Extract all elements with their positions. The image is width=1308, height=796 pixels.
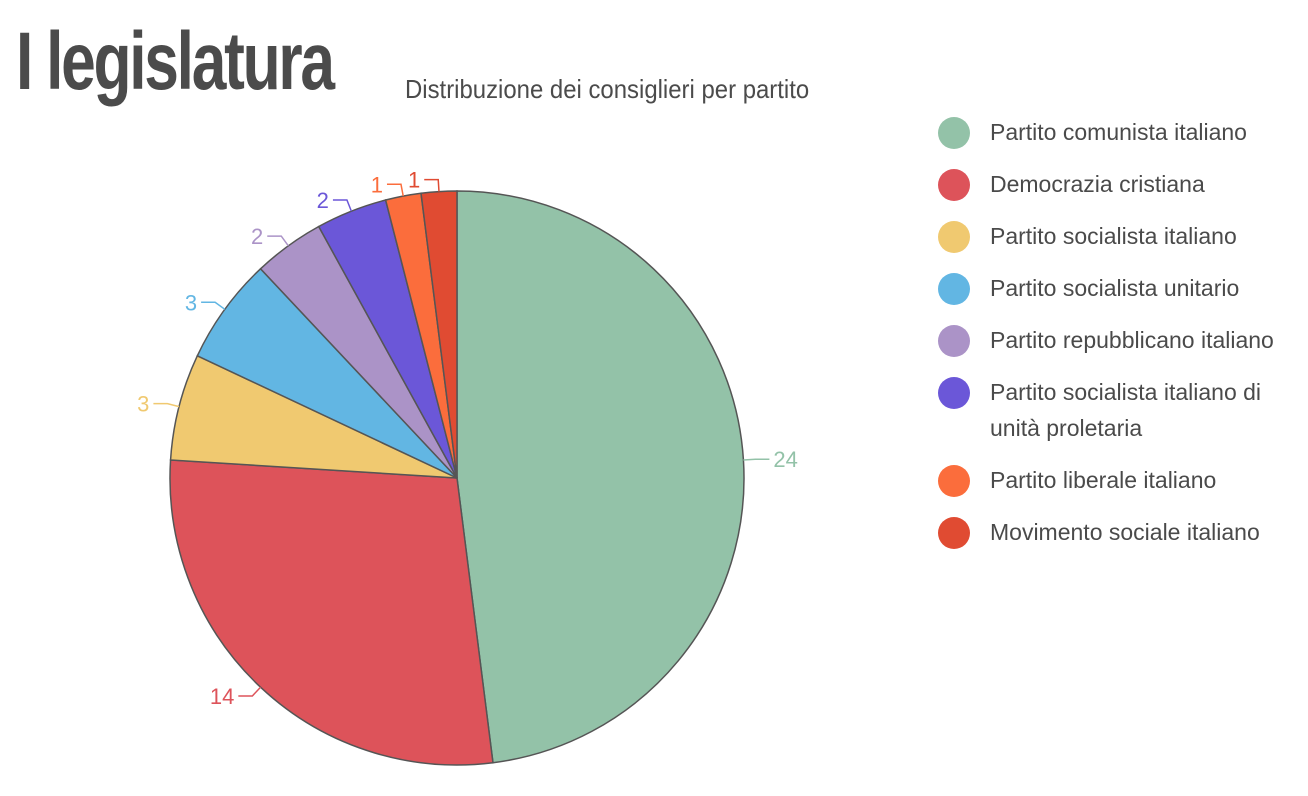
legend-item[interactable]: Partito socialista italiano: [938, 218, 1306, 254]
legend-item[interactable]: Partito liberale italiano: [938, 462, 1306, 498]
legend-swatch: [938, 377, 970, 409]
legend-item[interactable]: Partito comunista italiano: [938, 114, 1306, 150]
data-label-3: 3: [137, 392, 149, 417]
leader-line-5: [267, 235, 289, 247]
legend-label: Partito socialista italiano: [990, 223, 1237, 249]
chart-subtitle: Distribuzione dei consiglieri per partit…: [405, 74, 810, 104]
data-label-2: 14: [210, 684, 234, 709]
data-label-8: 1: [408, 168, 420, 193]
legend-label: Partito comunista italiano: [990, 119, 1247, 145]
data-label-4: 3: [185, 290, 197, 315]
legend-label: Partito socialista unitario: [990, 275, 1240, 301]
legend-swatch: [938, 117, 970, 149]
chart-title-wrap: I legislatura: [16, 14, 433, 110]
leader-line-4: [201, 301, 226, 310]
data-label-1: 24: [773, 447, 797, 472]
data-label-7: 1: [371, 172, 383, 197]
legend-swatch: [938, 325, 970, 357]
pie-chart: 24 14 3 3 2 2 1 1: [137, 168, 798, 766]
chart-legend: Partito comunista italiano Democrazia cri…: [938, 114, 1306, 566]
leader-line-6: [332, 199, 353, 212]
data-label-6: 2: [317, 188, 329, 213]
legend-label: Democrazia cristiana: [990, 171, 1205, 197]
legend-item[interactable]: Partito socialista italiano di unità pro…: [938, 374, 1306, 446]
legend-label: Partito repubblicano italiano: [990, 327, 1274, 353]
legend-item[interactable]: Movimento sociale italiano: [938, 514, 1306, 550]
legend-swatch: [938, 465, 970, 497]
leader-line-2: [238, 686, 262, 697]
legend-item[interactable]: Democrazia cristiana: [938, 166, 1306, 202]
data-label-5: 2: [251, 224, 263, 249]
legend-swatch: [938, 273, 970, 305]
leader-line-8: [424, 178, 440, 192]
legend-item[interactable]: Partito repubblicano italiano: [938, 322, 1306, 358]
leader-line-7: [386, 183, 404, 197]
legend-swatch: [938, 517, 970, 549]
pie-slice-2: [169, 459, 494, 766]
legend-label: Partito liberale italiano: [990, 467, 1217, 493]
leader-line-1: [743, 458, 770, 461]
legend-label: Partito socialista italiano di unità pro…: [990, 379, 1262, 441]
chart-title: I legislatura: [16, 16, 335, 107]
legend-item[interactable]: Partito socialista unitario: [938, 270, 1306, 306]
pie-slice-1: [456, 190, 745, 764]
legend-swatch: [938, 169, 970, 201]
legend-label: Movimento sociale italiano: [990, 519, 1260, 545]
legend-swatch: [938, 221, 970, 253]
leader-line-3: [153, 402, 180, 408]
